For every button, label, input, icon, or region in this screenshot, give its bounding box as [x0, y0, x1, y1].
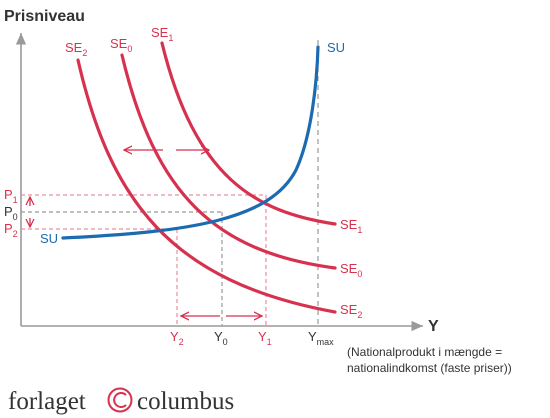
guide-lines [21, 40, 319, 326]
logo-text-right: columbus [137, 388, 234, 415]
logo-text-left: forlaget [8, 388, 86, 415]
se0-label: SE0 [110, 36, 132, 54]
y0-label: Y0 [214, 329, 228, 347]
se2-curve [76, 58, 337, 314]
se1-end-label: SE1 [340, 217, 362, 235]
y1-label: Y1 [258, 329, 272, 347]
se0-curve [120, 53, 337, 270]
se2-label: SE2 [65, 40, 87, 58]
y2-label: Y2 [170, 329, 184, 347]
se0-end-label: SE0 [340, 261, 362, 279]
ymax-label: Ymax [308, 329, 334, 347]
y-axis-title: Prisniveau [4, 8, 85, 25]
se1-curve [160, 41, 337, 226]
p0-label: P0 [4, 204, 18, 222]
copyright-c-icon [107, 387, 133, 413]
p1-label: P1 [4, 187, 18, 205]
x-axis-title: Y [428, 318, 439, 335]
su-top-label: SU [327, 40, 345, 55]
x-axis-note-line2: nationalindkomst (faste priser)) [347, 361, 512, 375]
se1-label: SE1 [151, 25, 173, 43]
su-curve [61, 45, 320, 240]
se2-end-label: SE2 [340, 302, 362, 320]
su-left-label: SU [40, 231, 58, 246]
x-axis-note-line1: (Nationalprodukt i mængde = [347, 345, 502, 359]
p2-label: P2 [4, 221, 18, 239]
publisher-logo: forlaget columbus [8, 387, 234, 415]
